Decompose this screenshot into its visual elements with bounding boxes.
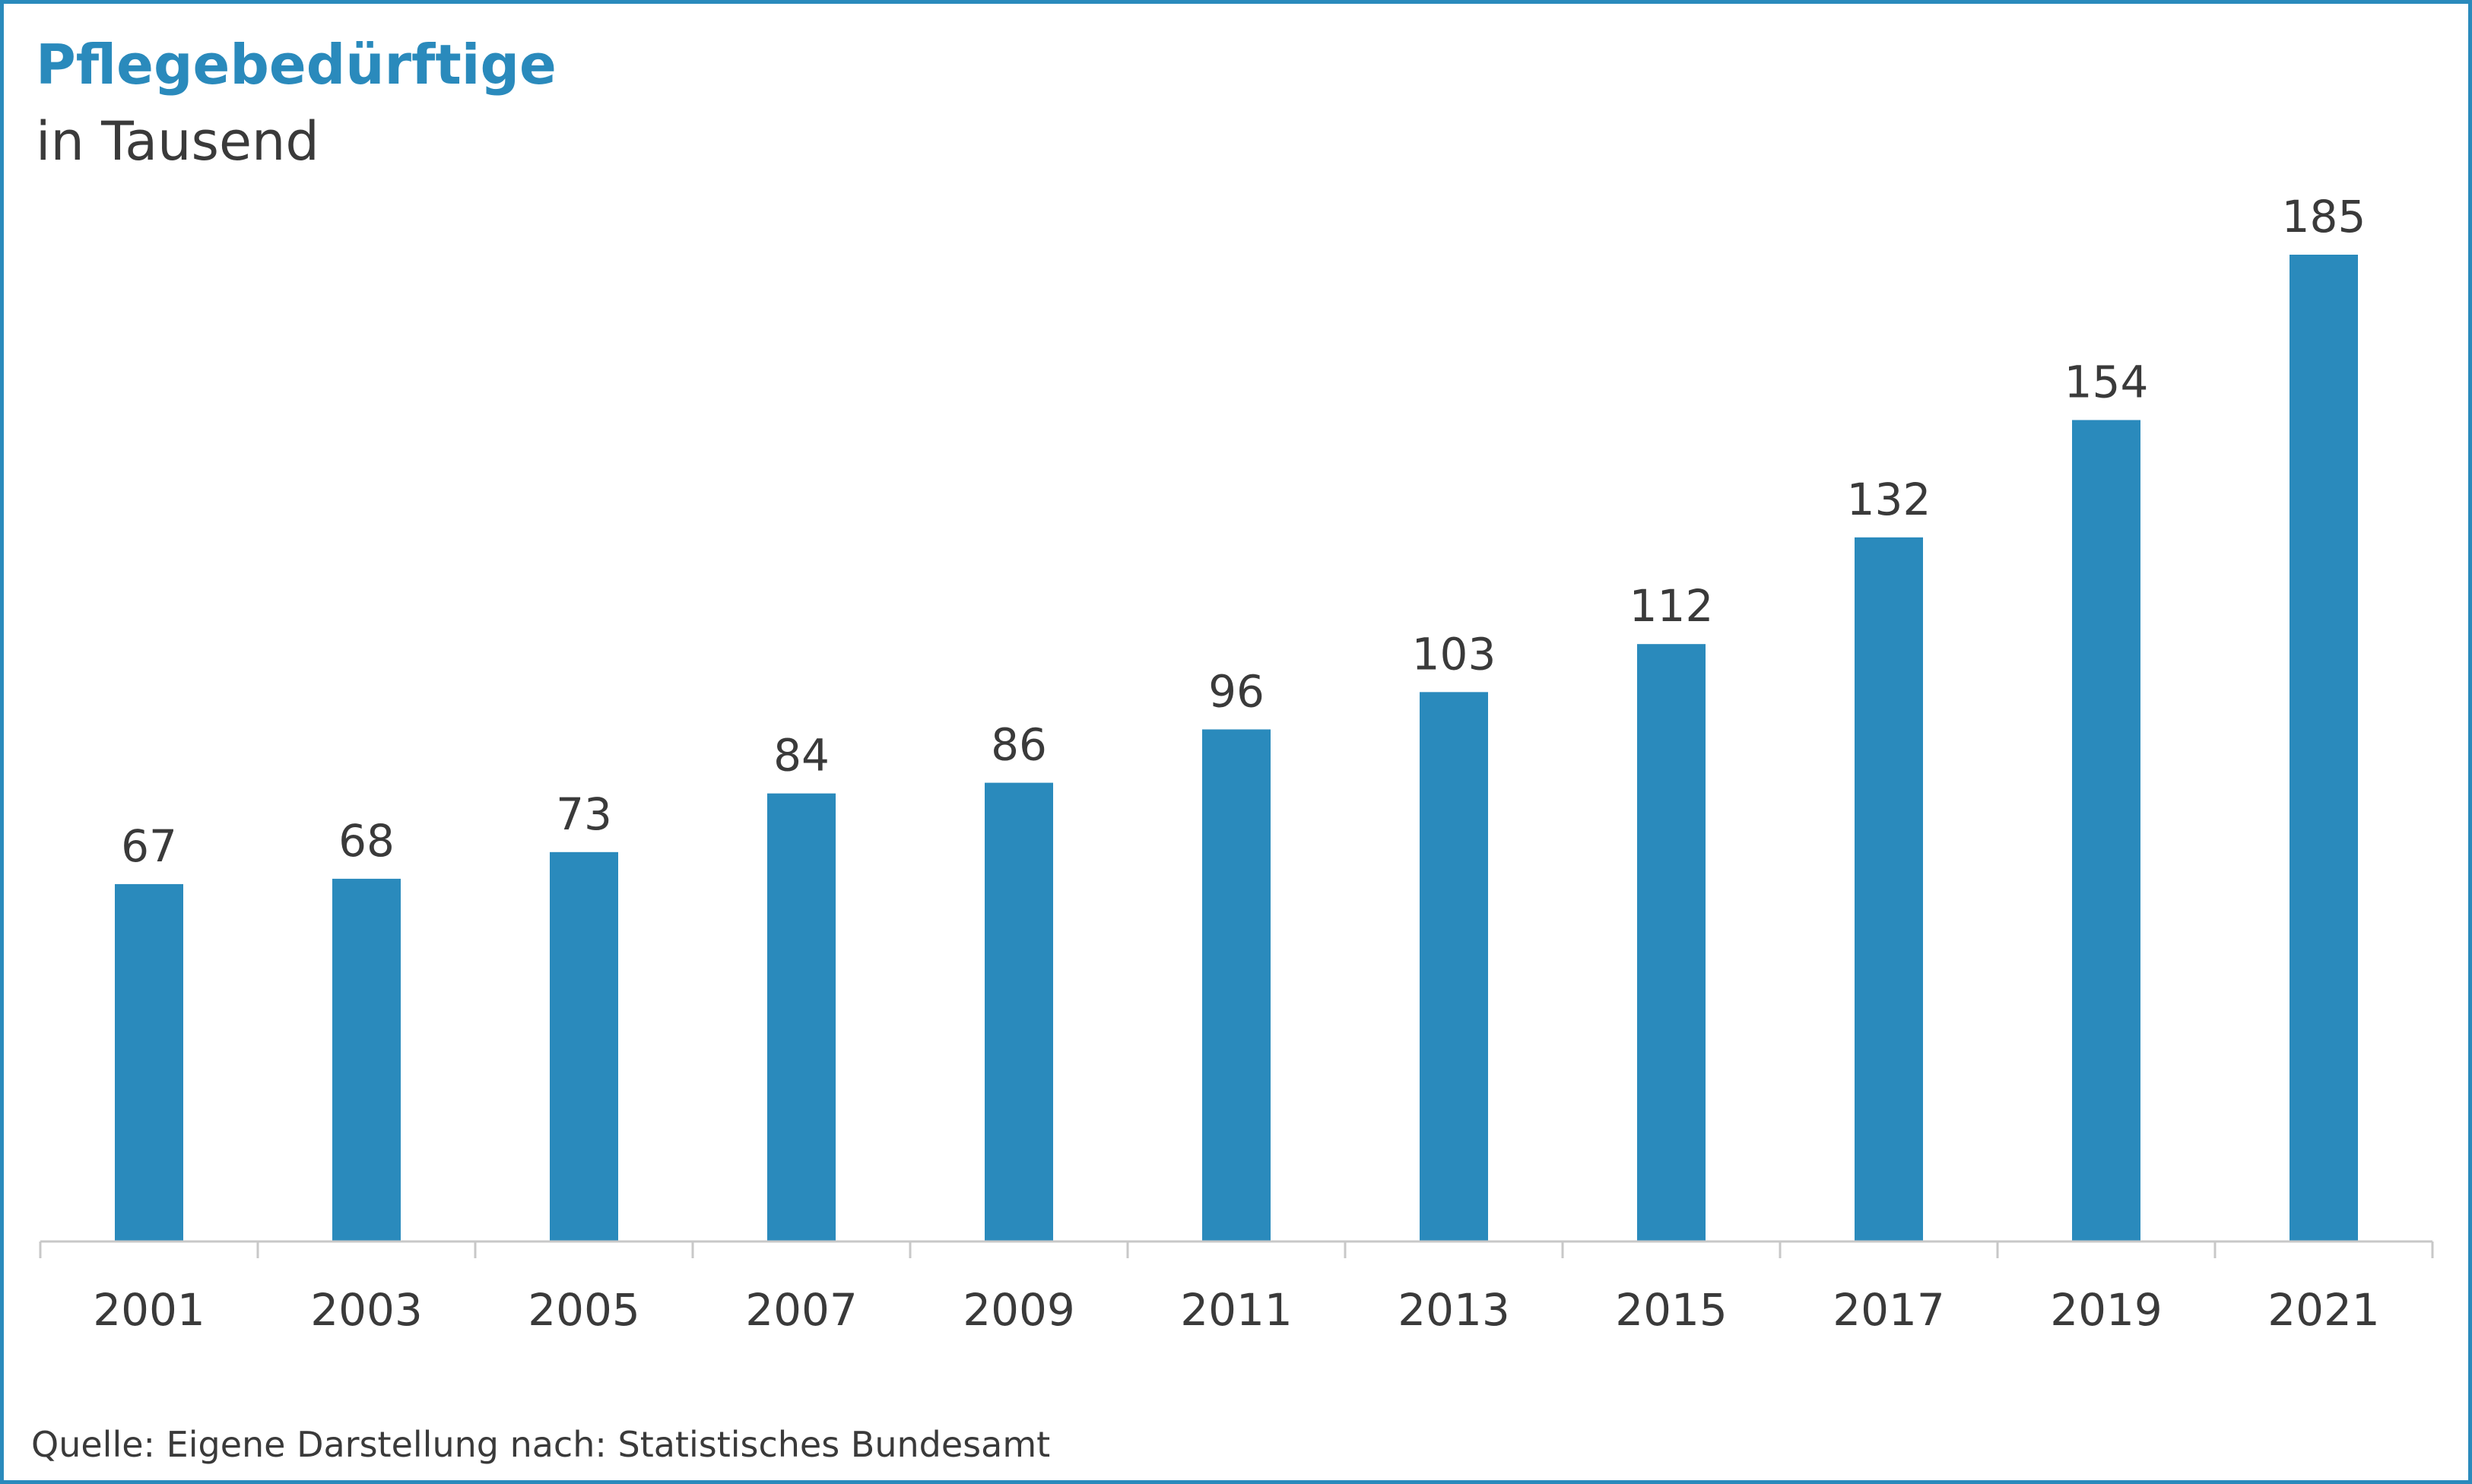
bar-2015 [1637,644,1706,1241]
bar-2021 [2290,255,2358,1241]
value-label-2011: 96 [1208,665,1265,717]
x-tick-labels-group: 2001 2003 2005 2007 2009 2011 2013 2015 2017 2019… [93,1284,2380,1336]
value-label-2003: 68 [338,815,395,867]
value-label-2005: 73 [556,788,612,840]
value-label-2021: 185 [2282,191,2366,243]
x-tick-label-2019: 2019 [2050,1284,2163,1336]
bar-2009 [985,782,1053,1241]
value-label-2017: 132 [1847,474,1931,525]
x-tick-label-2013: 2013 [1398,1284,1510,1336]
x-tick-label-2005: 2005 [528,1284,640,1336]
bar-2001 [115,883,183,1241]
x-tick-label-2007: 2007 [745,1284,858,1336]
x-tick-label-2009: 2009 [963,1284,1075,1336]
bars-group [115,255,2358,1241]
bar-2003 [332,878,401,1241]
bar-2011 [1202,729,1271,1241]
bar-2017 [1855,537,1923,1241]
value-label-2019: 154 [2064,357,2149,408]
x-tick-label-2015: 2015 [1615,1284,1728,1336]
x-axis [39,1240,2434,1258]
bar-2007 [767,793,836,1241]
value-label-2013: 103 [1412,628,1496,680]
chart-subtitle: in Tausend [36,110,319,173]
value-label-2009: 86 [991,719,1047,771]
value-label-2007: 84 [773,730,830,782]
x-tick-label-2011: 2011 [1180,1284,1293,1336]
bar-2019 [2072,420,2140,1241]
bar-chart: 67 68 73 84 86 96 103 112 132 154 185 2001 2003 2005… [39,191,2434,1336]
bar-2005 [550,851,618,1241]
x-tick-label-2017: 2017 [1833,1284,1945,1336]
bar-2013 [1420,692,1488,1241]
x-tick-label-2021: 2021 [2267,1284,2380,1336]
value-label-2015: 112 [1629,580,1714,632]
value-label-2001: 67 [121,820,177,872]
source-note: Quelle: Eigene Darstellung nach: Statist… [31,1424,1051,1465]
value-labels-group: 67 68 73 84 86 96 103 112 132 154 185 [121,191,2366,872]
chart-title: Pflegebedürftige [36,33,557,97]
x-tick-label-2001: 2001 [93,1284,205,1336]
x-tick-label-2003: 2003 [310,1284,423,1336]
